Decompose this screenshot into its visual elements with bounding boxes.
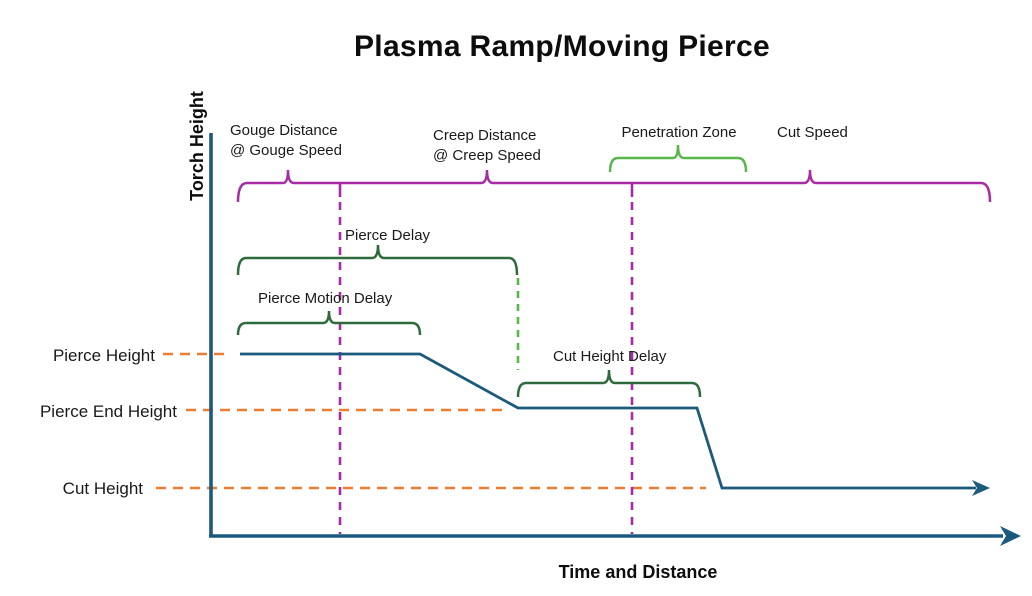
pierce-height-label: Pierce Height xyxy=(53,346,155,365)
y-axis-label: Torch Height xyxy=(187,91,207,201)
cut-height-label: Cut Height xyxy=(63,479,144,498)
torch-profile-arrowhead xyxy=(972,480,990,496)
x-axis-arrowhead xyxy=(1000,526,1021,546)
gouge-zone-label-line2: @ Gouge Speed xyxy=(230,142,342,159)
x-axis-label: Time and Distance xyxy=(559,562,718,582)
penetration-zone-label: Penetration Zone xyxy=(621,124,736,141)
speed-zone-brace xyxy=(236,169,992,203)
gouge-zone-label-line1: Gouge Distance xyxy=(230,122,338,139)
pierce-motion-delay-brace xyxy=(236,310,422,336)
cut-height-delay-label: Cut Height Delay xyxy=(553,348,667,365)
pierce-delay-label: Pierce Delay xyxy=(345,227,431,244)
pierce-end-height-label: Pierce End Height xyxy=(40,402,177,421)
cut-speed-label: Cut Speed xyxy=(777,124,848,141)
diagram-title: Plasma Ramp/Moving Pierce xyxy=(354,30,770,63)
cut-height-delay-brace xyxy=(516,369,702,398)
torch-profile-line xyxy=(240,352,976,490)
pierce-motion-delay-label: Pierce Motion Delay xyxy=(258,290,393,307)
penetration-zone-brace xyxy=(608,144,748,173)
creep-zone-label-line2: @ Creep Speed xyxy=(433,147,541,164)
creep-zone-label-line1: Creep Distance xyxy=(433,127,536,144)
pierce-delay-brace xyxy=(236,244,519,276)
